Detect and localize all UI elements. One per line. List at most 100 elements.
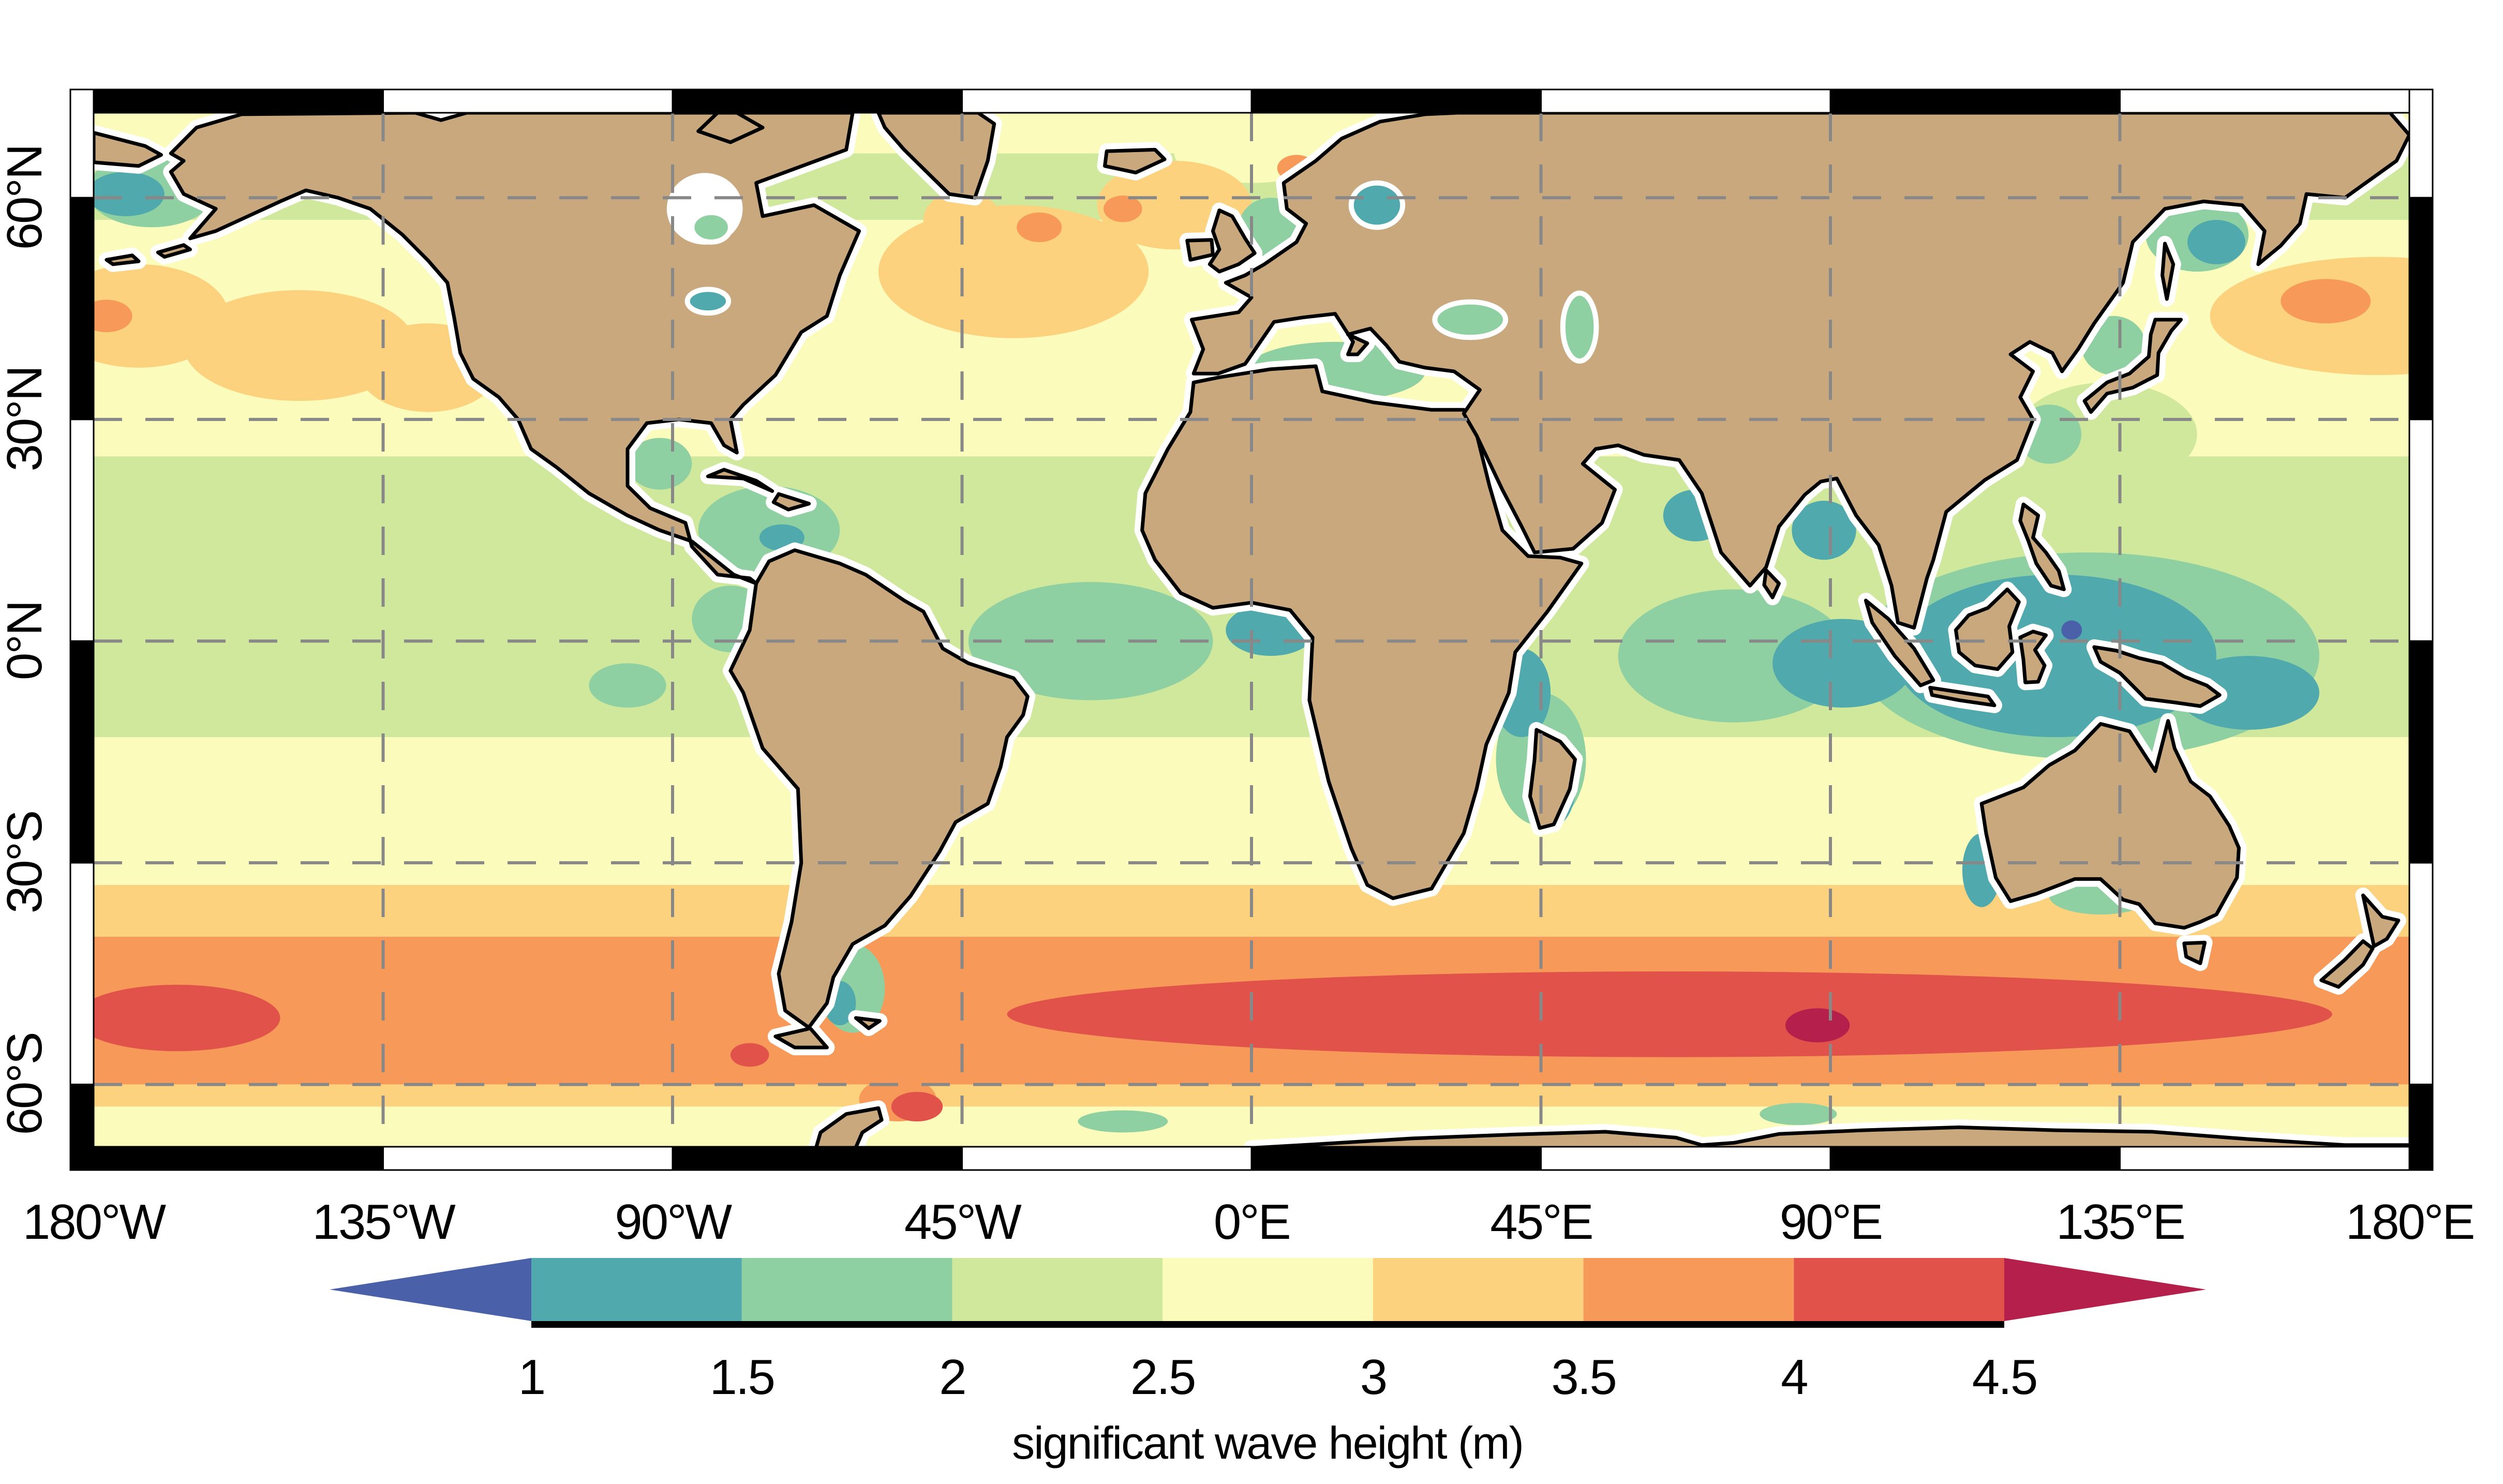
landmass bbox=[94, 131, 163, 168]
feature-np-storm-track-mid bbox=[184, 290, 415, 401]
feature-np-orange-patch-1 bbox=[2281, 279, 2371, 324]
frame-right-segment bbox=[2408, 640, 2434, 864]
frame-right-segment bbox=[2408, 418, 2434, 642]
feature-gulf-mexico-green bbox=[627, 438, 692, 490]
feature-na-orange-patch-2 bbox=[1104, 195, 1142, 222]
landmass bbox=[1762, 568, 1781, 599]
landmass bbox=[728, 548, 1030, 1050]
landmass bbox=[2082, 318, 2183, 414]
landmass bbox=[2182, 940, 2207, 965]
frame-bottom-segment bbox=[961, 1146, 1253, 1171]
frame-bottom-segment bbox=[1540, 1146, 1831, 1171]
lon-tick-label: 90°E bbox=[1780, 1194, 1882, 1250]
lat-axis-labels: 60°N 30°N 0°N 30°S 60°S bbox=[0, 145, 52, 1135]
landmass bbox=[2092, 645, 2222, 708]
lat-tick-label: 0°N bbox=[0, 602, 52, 680]
colorbar-segment bbox=[1794, 1258, 2005, 1321]
lon-tick-label: 180°W bbox=[23, 1194, 167, 1250]
colorbar-tick: 2.5 bbox=[1130, 1350, 1195, 1405]
lat-tick-label: 30°N bbox=[0, 367, 52, 472]
map-interior bbox=[94, 113, 2409, 1147]
landmass bbox=[1103, 147, 1167, 175]
lat-tick-label: 60°S bbox=[0, 1033, 52, 1135]
landmass bbox=[1185, 238, 1215, 262]
colorbar-tick: 3 bbox=[1360, 1350, 1386, 1405]
landmass bbox=[1208, 208, 1257, 274]
landmass bbox=[1864, 598, 1935, 687]
frame-bottom-segment bbox=[2119, 1146, 2410, 1171]
map-frame bbox=[69, 88, 2434, 1171]
frame-left-segment bbox=[69, 1084, 95, 1171]
colorbar-low-arrow bbox=[330, 1258, 531, 1321]
landmass bbox=[814, 1106, 884, 1147]
feature-halmahera-indigo bbox=[2061, 620, 2082, 640]
landmass bbox=[771, 492, 811, 512]
feature-so-red-wpacific bbox=[94, 984, 280, 1052]
frame-top-segment bbox=[382, 88, 674, 114]
landmass bbox=[854, 1016, 882, 1030]
frame-bottom-segment bbox=[1250, 1146, 1542, 1171]
lon-tick-label: 135°E bbox=[2056, 1194, 2184, 1250]
frame-right-segment bbox=[2408, 862, 2434, 1086]
frame-right-segment bbox=[2408, 88, 2434, 199]
lat-tick-label: 30°S bbox=[0, 812, 52, 913]
frame-left-segment bbox=[69, 640, 95, 864]
frame-right-segment bbox=[2408, 1084, 2434, 1171]
colorbar-tick: 4 bbox=[1781, 1350, 1807, 1405]
colorbar-tick: 3.5 bbox=[1551, 1350, 1615, 1405]
feature-na-orange-patch-1 bbox=[1017, 212, 1062, 242]
feature-antarctic-green-1 bbox=[1760, 1103, 1837, 1126]
feature-solomon-teal bbox=[2178, 655, 2319, 730]
landmass bbox=[156, 243, 192, 259]
colorbar-segment bbox=[1373, 1258, 1584, 1321]
colorbar-tick-labels: 1 1.5 2 2.5 3 3.5 4 4.5 bbox=[518, 1350, 2038, 1405]
landmass bbox=[1954, 587, 2021, 671]
landmass bbox=[2361, 893, 2401, 948]
colorbar-tick: 1 bbox=[518, 1350, 544, 1405]
frame-top-segment bbox=[1829, 88, 2121, 114]
colorbar-tick: 1.5 bbox=[709, 1350, 773, 1405]
frame-right-segment bbox=[2408, 197, 2434, 421]
sea-great-lakes bbox=[684, 287, 732, 316]
colorbar-title: significant wave height (m) bbox=[1012, 1417, 1523, 1468]
frame-top-segment bbox=[1540, 88, 1831, 114]
frame-left-segment bbox=[69, 418, 95, 642]
feature-scotia-red bbox=[891, 1091, 943, 1121]
lon-tick-label: 45°E bbox=[1490, 1194, 1592, 1250]
lon-tick-label: 45°W bbox=[904, 1194, 1022, 1250]
sea-black-sea bbox=[1432, 299, 1509, 340]
feature-bengal-teal bbox=[1792, 500, 1856, 560]
frame-left-segment bbox=[69, 197, 95, 421]
colorbar-segment bbox=[741, 1258, 952, 1321]
graticule-gridlines bbox=[94, 113, 2409, 1147]
landmass bbox=[1250, 1125, 2409, 1147]
feature-indonesia-teal bbox=[1895, 574, 2216, 738]
feature-okhotsk-teal bbox=[2187, 220, 2245, 264]
colorbar-high-arrow bbox=[2004, 1258, 2206, 1321]
lon-tick-label: 180°E bbox=[2346, 1194, 2474, 1250]
landmass bbox=[2018, 629, 2048, 684]
lon-tick-label: 135°W bbox=[312, 1194, 456, 1250]
frame-bottom-segment bbox=[93, 1146, 384, 1171]
landmass bbox=[2319, 939, 2375, 989]
colorbar-segment bbox=[1583, 1258, 1794, 1321]
inland-seas bbox=[666, 173, 1599, 364]
frame-bottom-segment bbox=[672, 1146, 963, 1171]
frame-top-segment bbox=[93, 88, 384, 114]
feature-so-red-main bbox=[1007, 971, 2332, 1057]
frame-top-segment bbox=[672, 88, 963, 114]
lon-tick-label: 90°W bbox=[615, 1194, 732, 1250]
lon-axis-labels: 180°W 135°W 90°W 45°W 0°E 45°E 90°E 135°… bbox=[23, 1194, 2475, 1250]
colorbar: 1 1.5 2 2.5 3 3.5 4 4.5 significant wave… bbox=[330, 1258, 2206, 1468]
feature-np-orange-patch-2 bbox=[94, 299, 132, 333]
colorbar-segment bbox=[952, 1258, 1163, 1321]
lon-tick-label: 0°E bbox=[1214, 1194, 1290, 1250]
sea-hudson-bay-s bbox=[689, 209, 733, 245]
feature-galapagos-green bbox=[589, 663, 666, 708]
feature-so-crimson-maximum bbox=[1785, 1008, 1850, 1043]
colorbar-tick: 4.5 bbox=[1972, 1350, 2036, 1405]
frame-top-segment bbox=[1250, 88, 1542, 114]
frame-left-segment bbox=[69, 88, 95, 199]
